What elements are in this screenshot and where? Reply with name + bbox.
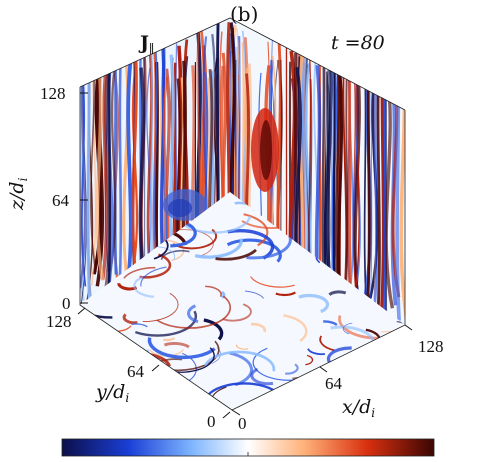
current-swirl: [275, 291, 296, 297]
current-sheet: [118, 61, 123, 293]
current-swirl: [80, 203, 81, 225]
current-swirl: [295, 379, 323, 395]
current-swirl: [250, 367, 274, 386]
current-sheet: [344, 64, 349, 297]
current-swirl: [204, 350, 276, 372]
current-swirl: [80, 314, 98, 333]
current-sheet: [395, 25, 401, 321]
current-swirl: [80, 281, 113, 319]
current-swirl: [187, 304, 199, 324]
current-sheet: [352, 64, 357, 298]
current-swirl: [387, 358, 405, 372]
x-tick-64: 64: [325, 374, 342, 393]
current-swirl: [194, 238, 243, 259]
quantity-subscript: ∥: [149, 42, 155, 56]
current-swirl: [283, 314, 308, 343]
panel-label: (b): [230, 2, 259, 26]
quantity-label: J∥: [140, 32, 155, 56]
current-swirl: [227, 228, 275, 260]
current-sheet: [113, 44, 118, 275]
current-swirl: [123, 266, 156, 279]
current-swirl: [133, 275, 154, 298]
current-swirl: [250, 276, 295, 288]
current-sheet: [109, 68, 117, 272]
current-swirl: [170, 222, 197, 248]
current-swirl: [235, 344, 249, 350]
z-tick-128: 128: [40, 84, 66, 103]
current-sheet: [372, 72, 378, 313]
z-tick-64: 64: [52, 191, 69, 210]
current-swirl: [298, 293, 330, 314]
current-swirl: [229, 351, 253, 387]
current-sheet: [101, 65, 108, 281]
current-sheet: [95, 57, 105, 281]
current-swirl: [163, 337, 176, 342]
current-swirl: [134, 310, 197, 337]
current-sheet: [323, 71, 333, 294]
current-sheet: [86, 22, 92, 305]
current-sheet: [124, 63, 133, 294]
current-swirl: [342, 322, 353, 335]
x-tick-0: 0: [238, 414, 247, 433]
current-swirl: [94, 352, 113, 369]
current-swirl: [285, 363, 299, 375]
current-swirl: [215, 248, 257, 261]
y-tick-0: 0: [207, 412, 216, 431]
current-sheet: [122, 45, 132, 299]
current-sheet: [375, 52, 381, 325]
time-label: t =80: [331, 32, 385, 54]
x-axis-label: x/di: [342, 396, 376, 420]
current-swirl: [176, 229, 214, 257]
current-sheet: [102, 62, 112, 305]
current-swirl: [328, 290, 347, 296]
current-sheet: [399, 31, 405, 320]
current-swirl: [323, 320, 338, 326]
current-sheet: [366, 31, 371, 307]
current-swirl: [118, 354, 125, 374]
current-sheet: [363, 64, 368, 303]
current-swirl: [221, 291, 226, 299]
current-swirl: [305, 354, 314, 366]
current-swirl: [80, 354, 130, 368]
y-tick-64: 64: [127, 362, 144, 381]
current-swirl: [156, 295, 232, 329]
current-swirl: [172, 228, 217, 250]
current-swirl: [147, 337, 216, 360]
current-swirl: [307, 348, 326, 356]
current-swirl: [250, 322, 267, 333]
current-sheet: [138, 67, 147, 284]
axis-ticks: [77, 92, 413, 419]
y-tick-128: 128: [46, 312, 72, 331]
current-sheet: [143, 67, 152, 278]
current-swirl: [139, 253, 172, 279]
current-swirl: [292, 376, 328, 401]
current-swirl: [122, 313, 138, 325]
x-tick-128: 128: [418, 337, 444, 356]
current-swirl: [244, 290, 265, 299]
current-swirl: [142, 292, 179, 322]
y-axis-label: y/di: [96, 381, 130, 405]
current-swirl: [203, 318, 224, 341]
z-tick-0: 0: [62, 294, 71, 313]
current-swirl: [304, 385, 314, 395]
current-swirl: [163, 342, 190, 349]
current-swirl: [222, 303, 252, 322]
current-swirl: [226, 238, 282, 263]
quantity-symbol: J: [140, 32, 149, 54]
cube-top-edge: [79, 17, 406, 111]
current-swirl: [319, 335, 335, 352]
z-axis-label: z/di: [6, 177, 30, 210]
current-swirl: [131, 323, 148, 328]
current-swirl: [340, 376, 356, 390]
current-swirl: [160, 249, 190, 260]
current-swirl: [205, 285, 222, 298]
current-swirl: [140, 266, 167, 287]
